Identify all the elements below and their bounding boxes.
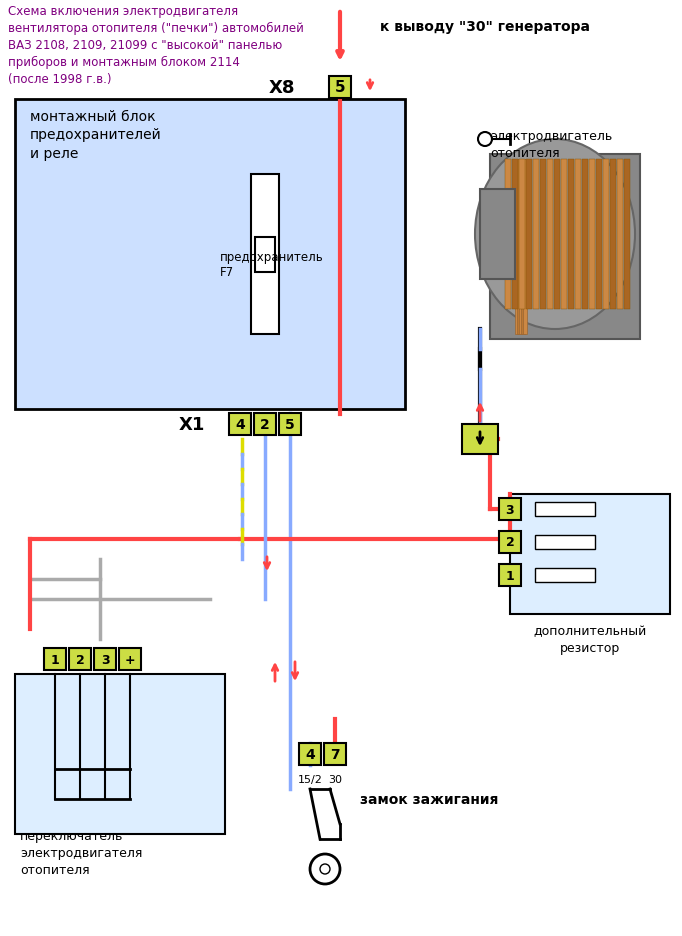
Bar xyxy=(255,238,275,272)
Circle shape xyxy=(310,854,340,885)
Bar xyxy=(535,568,595,582)
Bar xyxy=(499,532,521,553)
Text: Схема включения электродвигателя
вентилятора отопителя ("печки") автомобилей
ВАЗ: Схема включения электродвигателя вентиля… xyxy=(8,5,304,86)
Bar xyxy=(254,414,276,435)
Text: 3: 3 xyxy=(101,652,109,665)
Bar xyxy=(535,535,595,549)
Bar xyxy=(523,160,527,335)
Bar xyxy=(596,160,602,310)
Text: переключатель
электродвигателя
отопителя: переключатель электродвигателя отопителя xyxy=(20,829,143,876)
Text: X1: X1 xyxy=(179,416,205,433)
Text: 30: 30 xyxy=(328,774,342,784)
Bar xyxy=(499,499,521,520)
Bar xyxy=(490,154,640,340)
Text: 1: 1 xyxy=(505,569,514,582)
Text: электродвигатель
отопителя: электродвигатель отопителя xyxy=(490,130,612,160)
Text: 1: 1 xyxy=(50,652,59,665)
Bar xyxy=(299,743,321,766)
Bar xyxy=(582,160,588,310)
Text: 5: 5 xyxy=(335,80,345,95)
Bar xyxy=(279,414,301,435)
Text: X8: X8 xyxy=(269,79,295,97)
Text: 2: 2 xyxy=(76,652,85,665)
Bar xyxy=(462,425,498,455)
Bar xyxy=(526,160,532,310)
Text: 2: 2 xyxy=(260,417,270,431)
Bar xyxy=(517,160,521,335)
Bar xyxy=(603,160,609,310)
Bar xyxy=(554,160,560,310)
Text: 5: 5 xyxy=(285,417,295,431)
Bar xyxy=(521,160,525,335)
Bar xyxy=(480,190,515,280)
Bar xyxy=(15,100,405,410)
Text: 4: 4 xyxy=(305,747,315,761)
Text: к выводу "30" генератора: к выводу "30" генератора xyxy=(380,20,590,34)
Ellipse shape xyxy=(475,139,635,329)
Bar xyxy=(589,160,595,310)
Bar xyxy=(499,564,521,586)
Bar xyxy=(229,414,251,435)
Bar xyxy=(505,160,511,310)
Bar xyxy=(547,160,553,310)
Bar xyxy=(533,160,539,310)
Bar xyxy=(568,160,574,310)
Text: +: + xyxy=(125,652,135,665)
Bar xyxy=(561,160,567,310)
Bar xyxy=(540,160,546,310)
Text: 15/2: 15/2 xyxy=(297,774,323,784)
Bar xyxy=(94,649,116,670)
Bar xyxy=(519,160,523,335)
Bar xyxy=(15,674,225,834)
Text: 7: 7 xyxy=(330,747,340,761)
Text: замок зажигания: замок зажигания xyxy=(360,792,499,806)
Bar xyxy=(251,175,279,335)
Text: 4: 4 xyxy=(235,417,245,431)
Bar xyxy=(519,160,525,310)
Bar xyxy=(510,494,670,614)
Bar xyxy=(69,649,91,670)
Circle shape xyxy=(320,864,330,874)
Bar xyxy=(575,160,581,310)
Bar xyxy=(535,503,595,517)
Bar xyxy=(624,160,630,310)
Bar xyxy=(512,160,518,310)
Bar xyxy=(119,649,141,670)
Bar xyxy=(610,160,616,310)
Text: монтажный блок
предохранителей
и реле: монтажный блок предохранителей и реле xyxy=(30,110,162,161)
Text: 3: 3 xyxy=(505,503,514,516)
Circle shape xyxy=(478,133,492,147)
Text: 2: 2 xyxy=(505,536,514,548)
Bar xyxy=(44,649,66,670)
Bar xyxy=(515,160,519,335)
Bar xyxy=(617,160,623,310)
Text: предохранитель
F7: предохранитель F7 xyxy=(220,251,324,279)
Text: дополнительный
резистор: дополнительный резистор xyxy=(533,624,647,654)
Bar xyxy=(329,77,351,99)
Bar xyxy=(324,743,346,766)
